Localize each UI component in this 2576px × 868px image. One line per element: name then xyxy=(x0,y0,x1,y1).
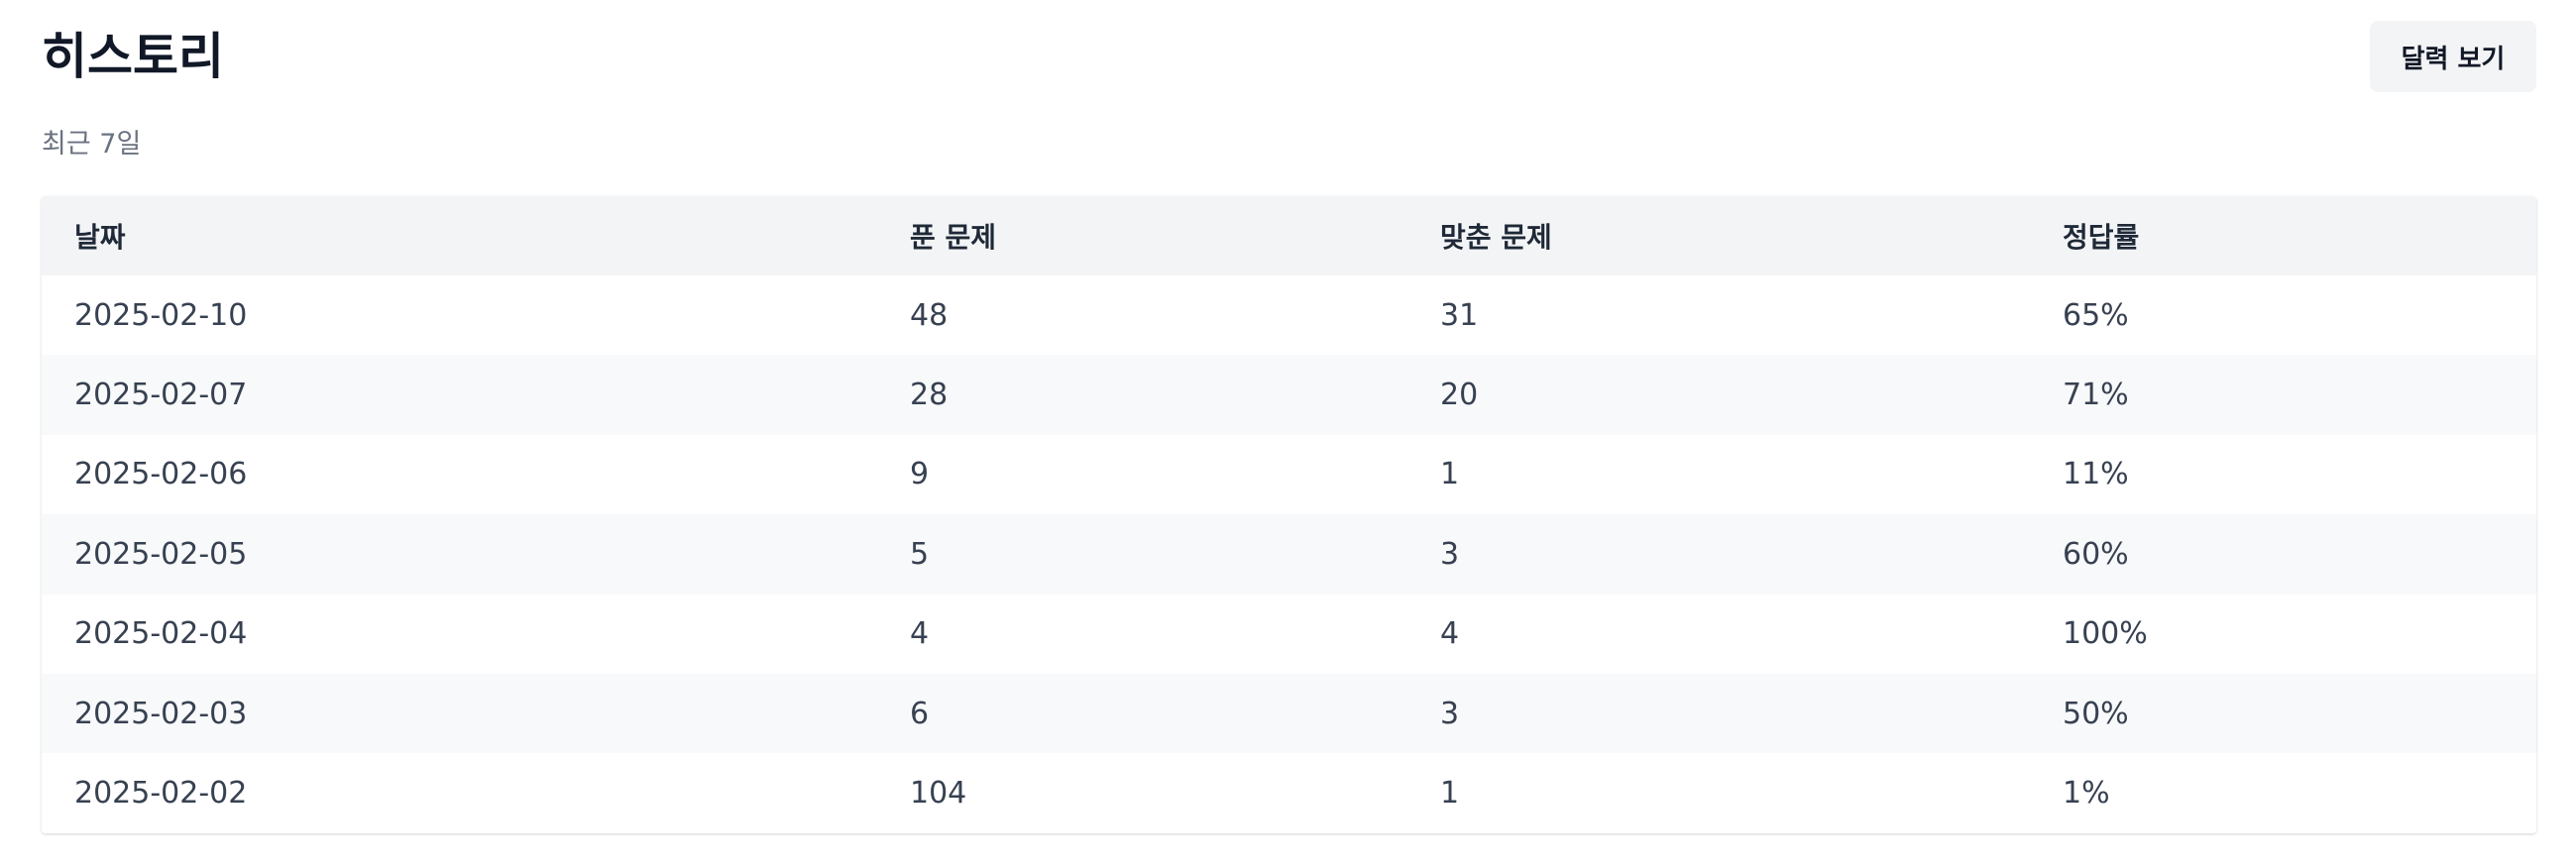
cell-date: 2025-02-05 xyxy=(74,536,248,572)
cell-accuracy: 1% xyxy=(2063,776,2110,812)
cell-accuracy: 100% xyxy=(2063,616,2148,652)
cell-correct: 3 xyxy=(1440,696,1460,731)
cell-solved: 6 xyxy=(910,696,930,731)
column-header-correct: 맞춘 문제 xyxy=(1440,221,1552,254)
cell-solved: 48 xyxy=(910,297,949,333)
page-title: 히스토리 xyxy=(42,28,224,85)
cell-accuracy: 50% xyxy=(2063,696,2129,731)
cell-accuracy: 71% xyxy=(2063,378,2129,413)
cell-date: 2025-02-06 xyxy=(74,457,248,492)
table-row: 2025-02-04 4 4 100% xyxy=(42,594,2536,674)
cell-solved: 104 xyxy=(910,776,967,812)
cell-accuracy: 65% xyxy=(2063,297,2129,333)
cell-date: 2025-02-04 xyxy=(74,616,248,652)
table-row: 2025-02-06 9 1 11% xyxy=(42,434,2536,515)
history-page: 히스토리 달력 보기 최근 7일 날짜 푼 문제 맞춘 문제 정답률 2025-… xyxy=(42,0,2536,868)
table-row: 2025-02-05 5 3 60% xyxy=(42,514,2536,595)
cell-solved: 4 xyxy=(910,616,930,652)
cell-solved: 5 xyxy=(910,536,930,572)
calendar-view-button[interactable]: 달력 보기 xyxy=(2370,21,2536,92)
history-table-container: 날짜 푼 문제 맞춘 문제 정답률 2025-02-10 48 31 65% 2… xyxy=(42,196,2536,833)
cell-solved: 28 xyxy=(910,378,949,413)
cell-correct: 31 xyxy=(1440,297,1479,333)
cell-correct: 3 xyxy=(1440,536,1460,572)
page-header: 히스토리 달력 보기 xyxy=(42,0,2536,129)
table-row: 2025-02-10 48 31 65% xyxy=(42,275,2536,356)
cell-date: 2025-02-07 xyxy=(74,378,248,413)
cell-date: 2025-02-02 xyxy=(74,776,248,812)
column-header-solved: 푼 문제 xyxy=(910,221,997,254)
table-row: 2025-02-07 28 20 71% xyxy=(42,355,2536,435)
table-header-row: 날짜 푼 문제 맞춘 문제 정답률 xyxy=(42,196,2536,275)
column-header-date: 날짜 xyxy=(74,221,126,254)
cell-accuracy: 11% xyxy=(2063,457,2129,492)
table-row: 2025-02-02 104 1 1% xyxy=(42,753,2536,833)
cell-correct: 1 xyxy=(1440,776,1460,812)
cell-date: 2025-02-03 xyxy=(74,696,248,731)
cell-solved: 9 xyxy=(910,457,930,492)
cell-date: 2025-02-10 xyxy=(74,297,248,333)
table-body: 2025-02-10 48 31 65% 2025-02-07 28 20 71… xyxy=(42,275,2536,833)
table-row: 2025-02-03 6 3 50% xyxy=(42,673,2536,754)
cell-accuracy: 60% xyxy=(2063,536,2129,572)
date-range-subtitle: 최근 7일 xyxy=(42,129,142,160)
history-table: 날짜 푼 문제 맞춘 문제 정답률 2025-02-10 48 31 65% 2… xyxy=(42,196,2536,833)
cell-correct: 1 xyxy=(1440,457,1460,492)
column-header-accuracy: 정답률 xyxy=(2063,221,2140,254)
cell-correct: 4 xyxy=(1440,616,1460,652)
table-header: 날짜 푼 문제 맞춘 문제 정답률 xyxy=(42,196,2536,275)
cell-correct: 20 xyxy=(1440,378,1479,413)
